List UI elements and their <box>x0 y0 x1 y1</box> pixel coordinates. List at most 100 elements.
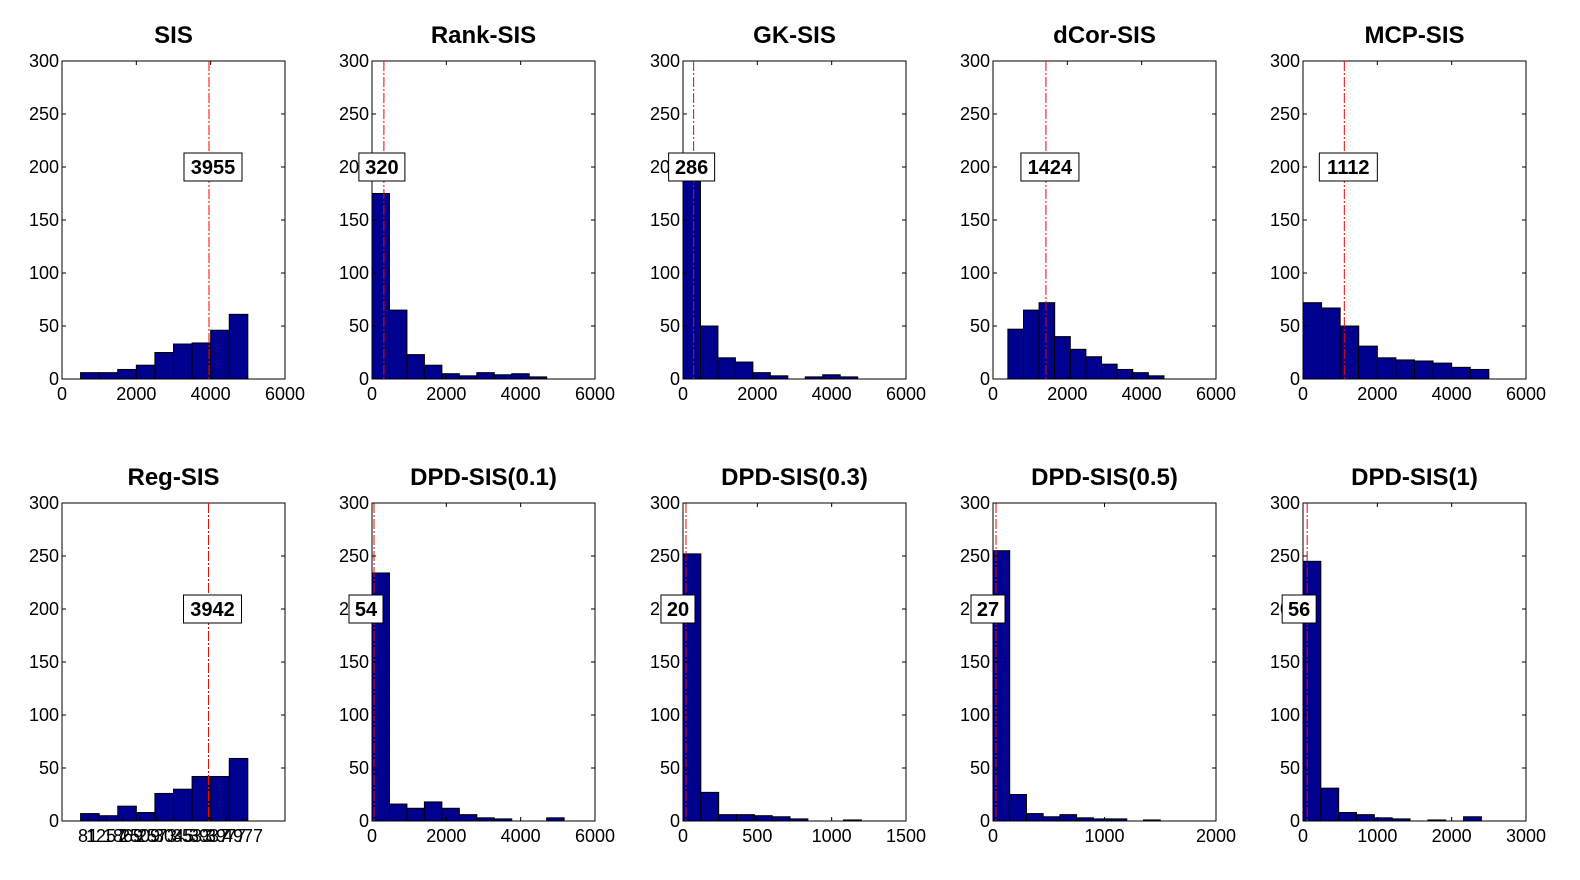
x-tick-label: 1000 <box>1357 826 1397 846</box>
y-tick-label: 200 <box>29 599 59 619</box>
y-tick-label: 50 <box>970 758 990 778</box>
x-tick-label: 1869 <box>103 826 143 846</box>
x-tick-label: 81 <box>78 826 98 846</box>
x-tick-label: 500 <box>742 826 772 846</box>
x-tick-label: 2000 <box>1432 826 1472 846</box>
y-tick-label: 50 <box>39 758 59 778</box>
axes-frame <box>992 502 1217 822</box>
histogram-bar <box>752 372 771 380</box>
y-tick-label: 300 <box>29 51 59 71</box>
y-tick-label: 200 <box>960 157 990 177</box>
histogram-bar <box>1469 368 1490 380</box>
histogram-bar <box>458 814 478 822</box>
histogram-bar <box>1320 787 1340 822</box>
histogram-bar <box>771 816 791 822</box>
y-tick-label: 0 <box>980 369 990 389</box>
x-tick-label: 6000 <box>1506 384 1546 404</box>
y-tick-label: 0 <box>980 811 990 831</box>
histogram-bar <box>80 813 100 822</box>
histogram-bar <box>117 368 137 380</box>
histogram-bar <box>191 342 212 380</box>
x-tick-label: 3000 <box>1506 826 1546 846</box>
histogram-bar <box>1463 816 1482 822</box>
annotation-label: 1112 <box>1327 157 1369 179</box>
histogram-bar <box>1085 356 1103 380</box>
y-tick-label: 50 <box>39 316 59 336</box>
histogram-bar <box>441 807 460 822</box>
y-tick-label: 0 <box>1290 369 1300 389</box>
y-tick-label: 300 <box>1270 51 1300 71</box>
histogram-bar <box>1109 818 1128 822</box>
histogram-bar <box>1132 372 1149 380</box>
x-tick-label: 6000 <box>265 384 305 404</box>
histogram-bar <box>476 817 495 822</box>
x-tick-label: 3977 <box>206 826 246 846</box>
y-tick-label: 0 <box>670 369 680 389</box>
y-tick-label: 100 <box>29 705 59 725</box>
y-tick-label: 250 <box>1270 546 1300 566</box>
annotation-label: 54 <box>355 599 378 621</box>
y-tick-label: 150 <box>29 652 59 672</box>
annotation-label: 3955 <box>191 157 236 179</box>
y-tick-label: 250 <box>650 104 680 124</box>
axes-frame <box>61 502 286 822</box>
annotation-label: 3942 <box>190 599 235 621</box>
axes-frame <box>371 60 596 380</box>
y-tick-label: 50 <box>970 316 990 336</box>
histogram-bar <box>406 354 425 380</box>
histogram-bar <box>117 805 137 822</box>
histogram-bar <box>804 376 824 380</box>
y-tick-label: 50 <box>1280 316 1300 336</box>
histogram-bar <box>1338 812 1358 822</box>
y-tick-label: 100 <box>339 263 369 283</box>
histogram-bar <box>228 757 249 822</box>
histogram-bar <box>458 375 478 380</box>
annotation-box <box>183 594 243 624</box>
histogram-bar <box>98 815 119 822</box>
x-tick-label: 2000 <box>1196 826 1236 846</box>
histogram-bar <box>1432 362 1453 380</box>
histogram-bar <box>210 775 230 822</box>
y-tick-label: 300 <box>960 493 990 513</box>
histogram-bar <box>1059 814 1078 822</box>
x-tick-label: 0 <box>678 384 688 404</box>
y-tick-label: 150 <box>650 210 680 230</box>
y-tick-label: 200 <box>29 157 59 177</box>
histogram-panel: 0 50 100 150 200 250 300 0 2000 4000 6000 MCP-SIS 11… <box>1270 22 1546 404</box>
x-tick-label: 6000 <box>1196 384 1236 404</box>
panel-title: DPD-SIS(0.5) <box>1031 464 1178 491</box>
x-tick-label: 3045 <box>154 826 194 846</box>
x-tick-label: 2000 <box>737 384 777 404</box>
axes-frame <box>682 502 907 822</box>
y-tick-label: 50 <box>660 316 680 336</box>
histogram-bar <box>1427 819 1447 822</box>
panel-title: Reg-SIS <box>127 464 219 491</box>
annotation-box <box>183 152 243 182</box>
annotation-label: 56 <box>1288 599 1310 621</box>
histogram-bar <box>228 313 249 380</box>
y-tick-label: 0 <box>670 811 680 831</box>
axes-frame <box>61 60 286 380</box>
histogram-bar <box>699 325 719 380</box>
histogram-bar <box>1054 336 1071 380</box>
histogram-bar <box>1101 363 1118 380</box>
annotation-label: 27 <box>977 599 999 621</box>
y-tick-label: 250 <box>960 546 990 566</box>
axes-frame <box>1302 502 1527 822</box>
x-tick-label: 4000 <box>191 384 231 404</box>
y-tick-label: 100 <box>960 705 990 725</box>
histogram-bar <box>210 329 230 380</box>
axes-frame <box>682 60 907 380</box>
histogram-bar <box>1025 813 1044 822</box>
histogram-bar <box>493 374 513 380</box>
histogram-bar <box>441 373 460 380</box>
histogram-bar <box>1356 814 1375 822</box>
histogram-bar <box>406 807 425 822</box>
x-tick-label: 4977 <box>223 826 263 846</box>
histogram-bar <box>1076 817 1094 822</box>
y-tick-label: 250 <box>1270 104 1300 124</box>
y-tick-label: 50 <box>349 316 369 336</box>
histogram-bar <box>388 803 408 822</box>
x-tick-label: 1257 <box>86 826 126 846</box>
